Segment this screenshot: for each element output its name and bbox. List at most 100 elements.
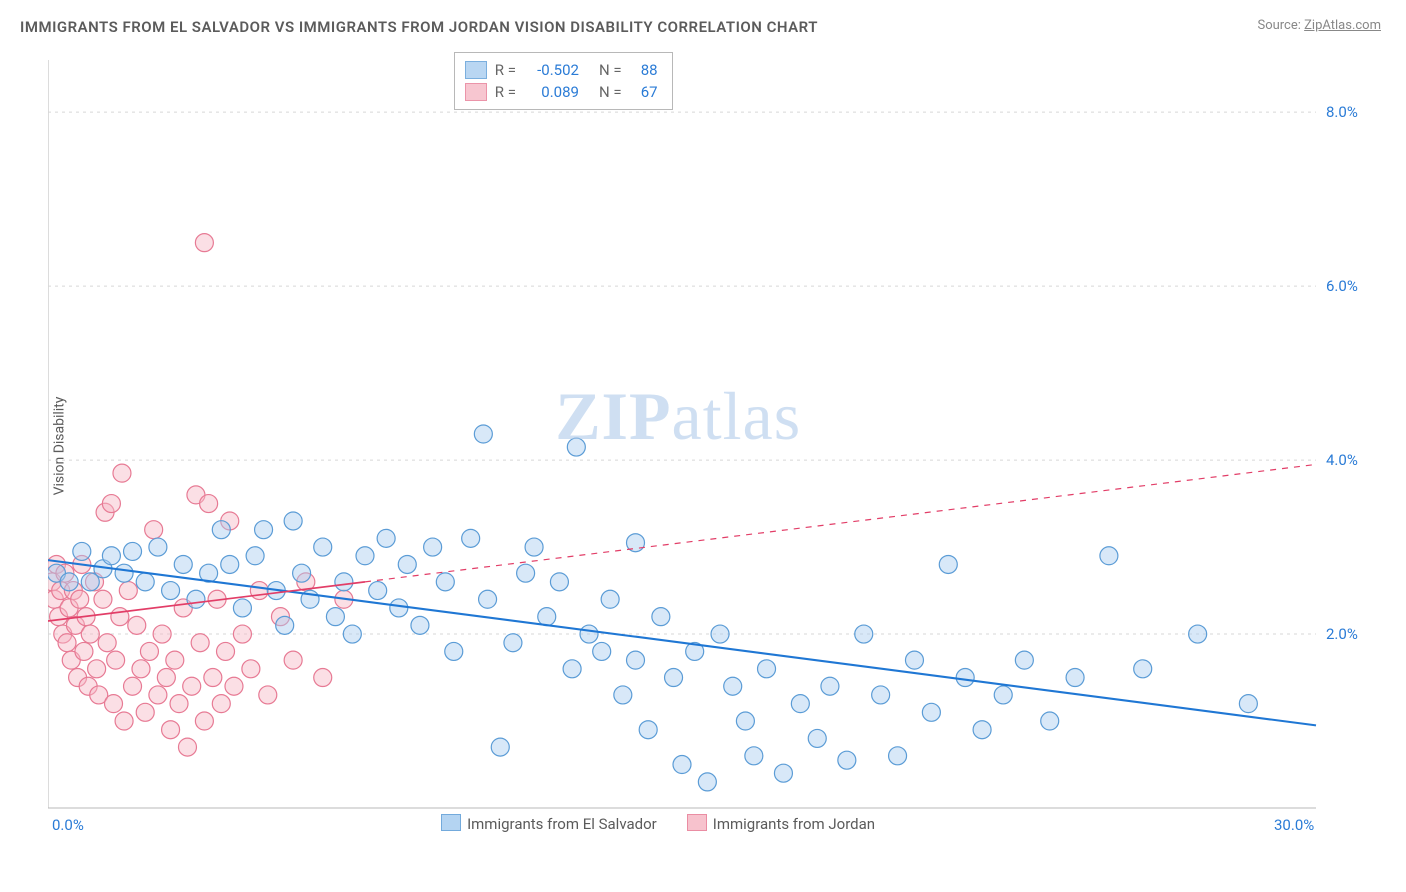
legend-swatch (465, 83, 487, 101)
legend-r-label: R = (495, 59, 516, 81)
data-point (905, 651, 923, 669)
legend-n-label: N = (599, 81, 622, 103)
data-point (614, 686, 632, 704)
data-point (411, 616, 429, 634)
data-point (200, 495, 218, 513)
data-point (1066, 669, 1084, 687)
legend-row: R =-0.502N =88 (465, 59, 658, 81)
data-point (88, 660, 106, 678)
series-legend-item: Immigrants from El Salvador (441, 814, 657, 833)
data-point (724, 677, 742, 695)
data-point (1134, 660, 1152, 678)
series-legend-label: Immigrants from El Salvador (467, 815, 657, 833)
trend-line-solid (48, 560, 1316, 725)
data-point (145, 521, 163, 539)
data-point (174, 555, 192, 573)
data-point (149, 538, 167, 556)
data-point (939, 555, 957, 573)
data-point (293, 564, 311, 582)
data-point (314, 538, 332, 556)
data-point (60, 573, 78, 591)
data-point (153, 625, 171, 643)
data-point (698, 773, 716, 791)
data-point (58, 634, 76, 652)
x-tick-label: 0.0% (52, 816, 84, 834)
data-point (390, 599, 408, 617)
y-tick-label: 8.0% (1326, 103, 1358, 121)
y-tick-label: 4.0% (1326, 451, 1358, 469)
legend-r-value: -0.502 (524, 59, 579, 81)
data-point (356, 547, 374, 565)
source-prefix: Source: (1257, 18, 1304, 33)
data-point (136, 573, 154, 591)
data-point (517, 564, 535, 582)
chart-title: IMMIGRANTS FROM EL SALVADOR VS IMMIGRANT… (20, 18, 818, 36)
data-point (567, 438, 585, 456)
data-point (956, 669, 974, 687)
legend-row: R = 0.089 N = 67 (465, 81, 658, 103)
data-point (1189, 625, 1207, 643)
data-point (601, 590, 619, 608)
series-legend-item: Immigrants from Jordan (687, 814, 875, 833)
source-link[interactable]: ZipAtlas.com (1304, 18, 1381, 33)
data-point (195, 234, 213, 252)
data-point (119, 582, 137, 600)
data-point (124, 542, 142, 560)
correlation-legend: R =-0.502N =88R =0.089N =67 (454, 52, 673, 110)
data-point (71, 590, 89, 608)
data-point (233, 599, 251, 617)
series-legend-label: Immigrants from Jordan (713, 815, 875, 833)
data-point (445, 642, 463, 660)
data-point (758, 660, 776, 678)
data-point (593, 642, 611, 660)
data-point (221, 555, 239, 573)
data-point (140, 642, 158, 660)
data-point (98, 634, 116, 652)
legend-r-value: 0.089 (524, 81, 579, 103)
data-point (217, 642, 235, 660)
data-point (162, 582, 180, 600)
legend-r-label: R = (495, 81, 516, 103)
data-point (922, 703, 940, 721)
data-point (149, 686, 167, 704)
data-point (335, 573, 353, 591)
data-point (314, 669, 332, 687)
data-point (162, 721, 180, 739)
data-point (157, 669, 175, 687)
data-point (673, 756, 691, 774)
data-point (191, 634, 209, 652)
data-point (276, 616, 294, 634)
data-point (369, 582, 387, 600)
data-point (736, 712, 754, 730)
data-point (75, 642, 93, 660)
data-point (652, 608, 670, 626)
data-point (525, 538, 543, 556)
data-point (73, 542, 91, 560)
data-point (242, 660, 260, 678)
data-point (246, 547, 264, 565)
data-point (1041, 712, 1059, 730)
data-point (128, 616, 146, 634)
data-point (102, 547, 120, 565)
data-point (1100, 547, 1118, 565)
data-point (538, 608, 556, 626)
data-point (195, 712, 213, 730)
data-point (436, 573, 454, 591)
data-point (377, 529, 395, 547)
data-point (791, 695, 809, 713)
data-point (233, 625, 251, 643)
data-point (808, 729, 826, 747)
legend-n-value: 67 (630, 81, 658, 103)
data-point (745, 747, 763, 765)
data-point (178, 738, 196, 756)
data-point (115, 712, 133, 730)
data-point (665, 669, 683, 687)
series-legend: Immigrants from El Salvador Immigrants fr… (441, 814, 875, 833)
data-point (711, 625, 729, 643)
data-point (563, 660, 581, 678)
data-point (94, 590, 112, 608)
data-point (474, 425, 492, 443)
legend-swatch (687, 814, 707, 831)
data-point (462, 529, 480, 547)
data-point (212, 521, 230, 539)
